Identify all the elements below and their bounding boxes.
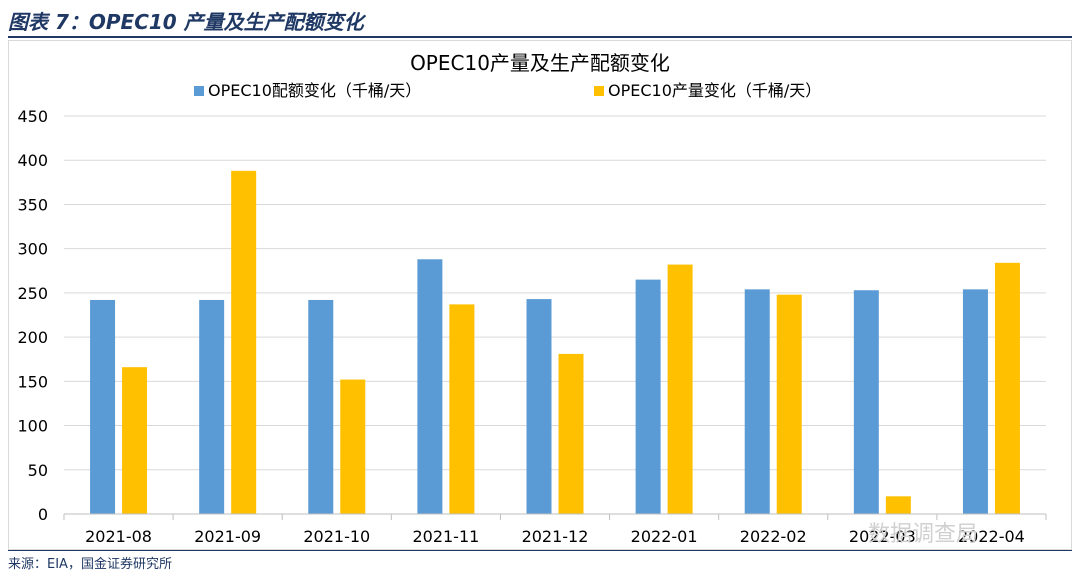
x-tick-label: 2021-08 [85,527,152,546]
production-bar [994,262,1020,514]
gridlines [64,115,1046,471]
production-bar [885,496,911,514]
production-bar [122,367,148,514]
production-bar [231,170,257,514]
quota-bar [526,299,552,514]
y-tick-label: 250 [17,284,48,303]
x-tick-label: 2022-04 [958,527,1025,546]
y-tick-label: 100 [17,417,48,436]
y-tick-label: 150 [17,372,48,391]
footer-rule [8,550,1072,551]
production-bar [776,294,802,514]
quota-bar [417,259,443,514]
x-tick-label: 2022-03 [849,527,916,546]
legend-label-quota: OPEC10配额变化（千桶/天） [208,81,421,100]
quota-bar [635,279,661,514]
quota-bar [962,289,988,514]
header-rule [8,36,1072,38]
legend: OPEC10配额变化（千桶/天） OPEC10产量变化（千桶/天） [194,81,821,100]
y-tick-label: 200 [17,328,48,347]
y-tick-label: 0 [38,505,48,524]
y-axis: 0 50 100 150 200 250 300 350 400 450 [17,107,48,524]
x-tick-label: 2022-01 [631,527,698,546]
x-tick-label: 2021-11 [412,527,479,546]
quota-bar [90,299,116,514]
y-tick-label: 350 [17,195,48,214]
x-axis: 2021-08 2021-09 2021-10 2021-11 2021-12 2022-… [63,513,1047,546]
y-tick-label: 450 [17,107,48,126]
quota-bar [308,299,334,514]
legend-label-production: OPEC10产量变化（千桶/天） [608,81,821,100]
bars [90,170,1020,514]
legend-swatch-production [594,86,604,96]
chart-title: OPEC10产量及生产配额变化 [410,51,670,75]
production-bar [558,353,584,514]
y-tick-label: 300 [17,240,48,259]
x-tick-label: 2021-10 [303,527,370,546]
x-tick-label: 2021-09 [194,527,261,546]
watermark: 数据调查局 [868,522,979,547]
legend-swatch-quota [194,86,204,96]
y-tick-label: 50 [28,461,48,480]
source-note: 来源：EIA，国金证券研究所 [8,557,172,572]
x-tick-label: 2022-02 [740,527,807,546]
quota-bar [199,299,225,514]
x-tick-label: 2021-12 [522,527,589,546]
production-bar [667,264,693,514]
figure-header: 图表 7：OPEC10 产量及生产配额变化 [0,0,1080,38]
y-tick-label: 400 [17,151,48,170]
figure-title: 图表 7：OPEC10 产量及生产配额变化 [8,10,364,34]
quota-bar [853,290,879,514]
quota-bar [744,289,770,514]
production-bar [449,304,475,514]
production-bar [340,379,366,514]
